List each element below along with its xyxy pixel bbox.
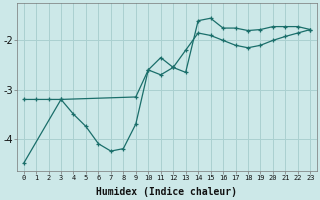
X-axis label: Humidex (Indice chaleur): Humidex (Indice chaleur) bbox=[96, 186, 237, 197]
